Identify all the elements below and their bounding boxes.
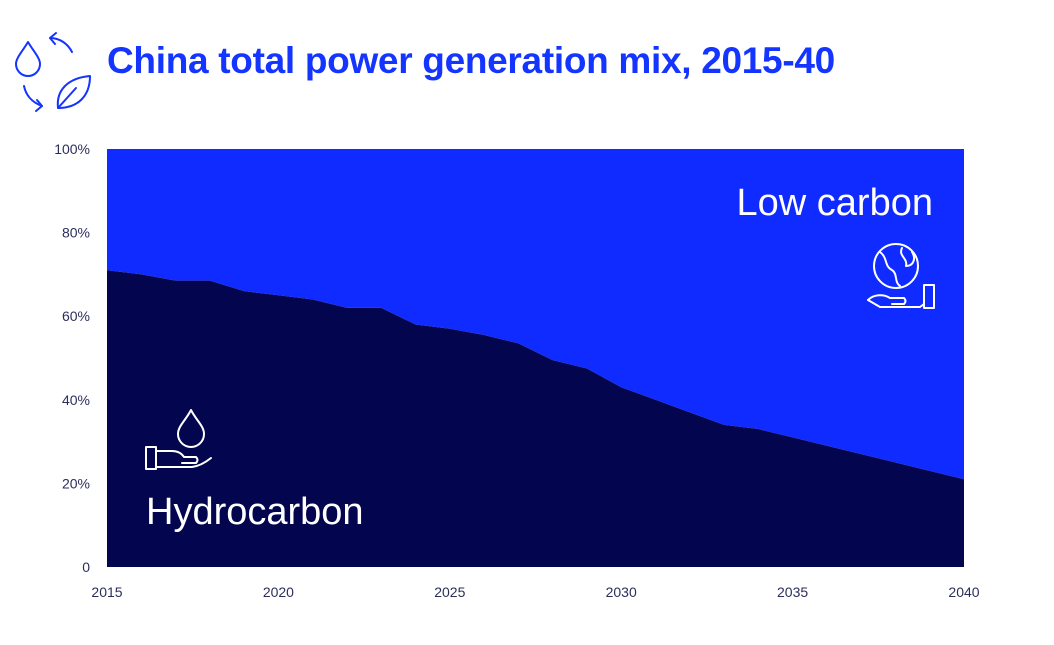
hydrocarbon-label: Hydrocarbon xyxy=(146,491,364,533)
y-tick-label: 20% xyxy=(62,475,90,491)
plot-area xyxy=(107,149,964,567)
x-tick-label: 2035 xyxy=(777,584,808,600)
y-tick-label: 40% xyxy=(62,392,90,408)
x-tick-label: 2040 xyxy=(948,584,979,600)
water-leaf-cycle-icon xyxy=(15,32,91,112)
x-axis: 2015 2020 2025 2030 2035 2040 xyxy=(91,584,979,600)
x-tick-label: 2020 xyxy=(263,584,294,600)
low-carbon-area xyxy=(107,149,964,480)
x-tick-label: 2030 xyxy=(606,584,637,600)
x-tick-label: 2025 xyxy=(434,584,465,600)
y-tick-label: 80% xyxy=(62,225,90,241)
y-tick-label: 0 xyxy=(82,559,90,575)
low-carbon-label: Low carbon xyxy=(737,182,933,224)
y-tick-label: 60% xyxy=(62,308,90,324)
globe-in-hand-icon xyxy=(867,243,935,309)
y-tick-label: 100% xyxy=(54,141,90,157)
y-axis: 0 20% 40% 60% 80% 100% xyxy=(54,141,90,575)
x-tick-label: 2015 xyxy=(91,584,122,600)
header xyxy=(10,30,96,120)
hydrocarbon-area xyxy=(107,270,964,567)
chart-title: China total power generation mix, 2015-4… xyxy=(107,40,835,81)
oil-drop-in-hand-icon xyxy=(145,409,212,470)
